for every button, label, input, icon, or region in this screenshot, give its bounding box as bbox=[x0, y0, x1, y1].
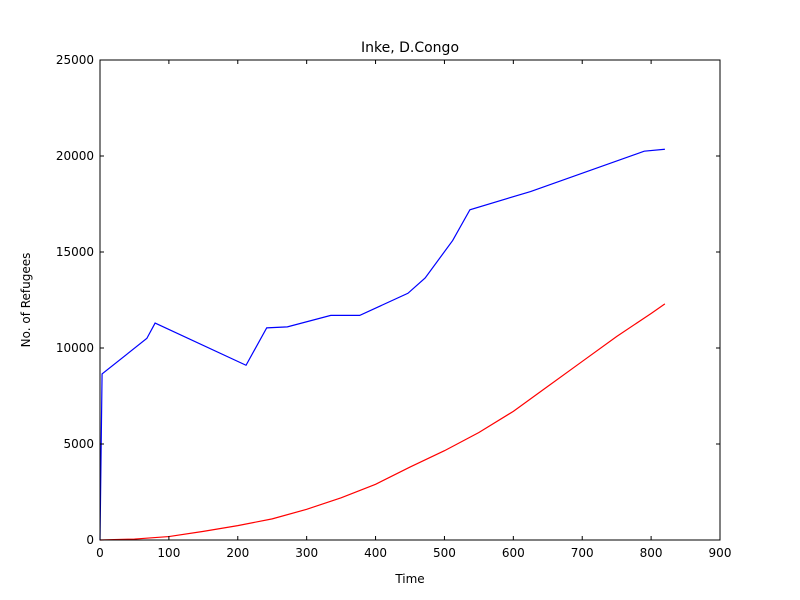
y-tick-label: 5000 bbox=[63, 437, 94, 451]
y-axis: 0 5000 10000 15000 20000 25000 bbox=[56, 53, 720, 547]
x-axis: 0 100 200 300 400 500 600 700 800 900 bbox=[96, 60, 731, 560]
x-tick-label: 400 bbox=[364, 546, 387, 560]
x-axis-label: Time bbox=[394, 572, 424, 586]
y-tick-label: 25000 bbox=[56, 53, 94, 67]
y-axis-label: No. of Refugees bbox=[19, 253, 33, 348]
y-tick-label: 10000 bbox=[56, 341, 94, 355]
series-line-1 bbox=[99, 148, 665, 541]
x-tick-label: 200 bbox=[226, 546, 249, 560]
x-tick-label: 800 bbox=[640, 546, 663, 560]
chart-title: Inke, D.Congo bbox=[361, 40, 459, 56]
y-tick-label: 15000 bbox=[56, 245, 94, 259]
series-layer bbox=[99, 148, 666, 541]
x-tick-label: 900 bbox=[709, 546, 732, 560]
plot-frame bbox=[99, 59, 721, 541]
x-tick-label: 0 bbox=[96, 546, 104, 560]
x-tick-label: 100 bbox=[157, 546, 180, 560]
series-line-2 bbox=[99, 303, 666, 541]
y-tick-label: 0 bbox=[86, 533, 94, 547]
x-tick-label: 300 bbox=[295, 546, 318, 560]
y-tick-label: 20000 bbox=[56, 149, 94, 163]
x-tick-label: 600 bbox=[502, 546, 525, 560]
x-tick-label: 500 bbox=[433, 546, 456, 560]
x-tick-label: 700 bbox=[571, 546, 594, 560]
